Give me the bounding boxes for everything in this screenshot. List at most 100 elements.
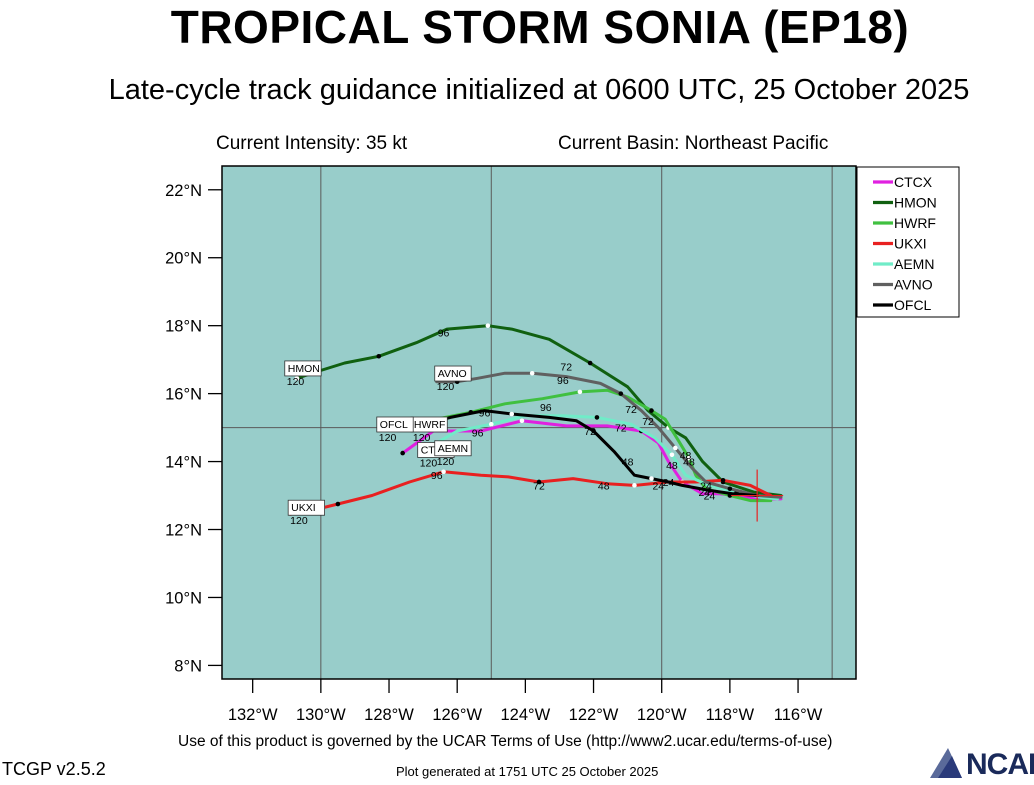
forecast-hour-label: 24 (652, 480, 664, 492)
track-aemn (421, 414, 780, 501)
ncar-logo-icon (930, 748, 962, 778)
track-point-hwrf (649, 408, 654, 413)
track-end-hour-aemn: 120 (437, 456, 455, 468)
forecast-hour-label: 48 (598, 480, 610, 492)
y-tick-label: 20°N (165, 250, 202, 268)
track-point-aemn (488, 421, 494, 427)
track-end-name-ukxi: UKXI (291, 502, 316, 514)
track-ofcl (408, 409, 759, 497)
y-tick-label: 8°N (174, 657, 202, 675)
plot-frame (221, 165, 857, 680)
forecast-hour-label: 96 (472, 428, 484, 440)
page-title: TROPICAL STORM SONIA (EP18) (170, 1, 910, 53)
track-end-name-hmon: HMON (288, 363, 320, 375)
generated-time: Plot generated at 1751 UTC 25 October 20… (396, 764, 659, 779)
track-point-avno (618, 391, 624, 396)
legend-label-hmon: HMON (894, 195, 937, 211)
track-end-name-ofcl: OFCL (380, 419, 408, 431)
track-point-ukxi (335, 501, 341, 507)
track-end-box-aemn (434, 440, 472, 457)
ncar-logo-text: NCAR (966, 748, 1034, 781)
track-point-ctcx (400, 450, 405, 456)
forecast-hour-label: 48 (683, 457, 695, 469)
current-intensity: Current Intensity: 35 kt (216, 133, 408, 154)
x-tick-label: 122°W (569, 706, 619, 724)
forecast-hour-label: 72 (533, 480, 545, 492)
forecast-hour-label: 96 (540, 402, 552, 414)
track-end-hour-hmon: 120 (287, 376, 305, 388)
y-tick-label: 18°N (165, 318, 202, 336)
x-tick-label: 120°W (637, 706, 687, 724)
track-end-box-ofcl (376, 416, 414, 433)
forecast-hour-label: 24 (698, 487, 710, 499)
forecast-hour-label: 24 (663, 477, 675, 489)
forecast-hour-label: 96 (438, 327, 450, 339)
forecast-hour-label: 96 (557, 375, 569, 387)
track-point-ukxi (536, 479, 542, 485)
track-end-hour-ukxi: 120 (290, 515, 308, 527)
track-hmon (295, 324, 783, 497)
x-tick-label: 116°W (774, 706, 823, 724)
forecast-hour-label: 48 (666, 460, 678, 472)
track-end-box-avno (434, 365, 472, 382)
track-point-ukxi (632, 483, 637, 488)
track-point-aemn (594, 415, 600, 420)
track-point-hmon (376, 353, 382, 359)
track-point-avno (727, 486, 733, 492)
y-tick-label: 10°N (165, 589, 202, 607)
track-point-hmon (485, 323, 491, 328)
forecast-hour-label: 48 (622, 457, 634, 469)
y-tick-label: 14°N (165, 454, 202, 472)
x-tick-label: 124°W (501, 706, 551, 724)
track-point-ukxi (720, 477, 726, 483)
x-tick-label: 118°W (706, 706, 755, 724)
track-point-ofcl (649, 476, 654, 481)
track-end-hour-ofcl: 120 (379, 432, 397, 444)
track-end-box-ukxi (287, 499, 325, 516)
track-point-hmon (294, 376, 300, 381)
legend-label-ukxi: UKXI (894, 236, 927, 252)
legend-label-aemn: AEMN (894, 256, 934, 272)
track-end-box-hmon (284, 360, 322, 377)
page-subtitle: Late-cycle track guidance initialized at… (108, 74, 970, 106)
y-tick-label: 12°N (165, 522, 202, 540)
legend-label-hwrf: HWRF (894, 215, 936, 231)
forecast-hour-label: 24 (704, 491, 716, 503)
track-point-hwrf (686, 455, 692, 461)
track-end-name-avno: AVNO (438, 368, 467, 380)
forecast-hour-label: 72 (560, 361, 572, 373)
forecast-hour-label: 72 (625, 404, 637, 416)
track-point-ofcl (707, 488, 712, 493)
track-avno (435, 371, 783, 499)
forecast-hour-label: 72 (615, 423, 627, 435)
legend-label-avno: AVNO (894, 277, 933, 293)
track-end-hour-ctcx: 120 (420, 457, 438, 469)
forecast-hour-label: 72 (642, 416, 654, 428)
track-end-hour-hwrf: 120 (413, 432, 431, 444)
x-tick-label: 130°W (296, 706, 346, 724)
x-tick-label: 128°W (364, 706, 414, 724)
track-end-hour-avno: 120 (437, 381, 455, 393)
forecast-hour-label: 96 (479, 407, 491, 419)
version-label: TCGP v2.5.2 (2, 759, 106, 779)
ncar-logo: NCAR (926, 744, 1034, 781)
y-tick-label: 22°N (165, 182, 202, 200)
current-basin: Current Basin: Northeast Pacific (558, 133, 829, 154)
x-tick-label: 126°W (432, 706, 482, 724)
track-point-ukxi (441, 469, 446, 475)
legend-label-ofcl: OFCL (894, 297, 932, 313)
forecast-hour-label: 96 (431, 470, 443, 482)
track-point-hmon (587, 360, 593, 366)
track-point-avno (529, 370, 535, 376)
track-point-ctcx (519, 418, 525, 424)
forecast-hour-label: 48 (680, 450, 692, 462)
legend-label-ctcx: CTCX (894, 174, 933, 190)
track-point-ofcl (591, 428, 596, 434)
y-tick-label: 16°N (165, 386, 202, 404)
forecast-hour-label: 24 (700, 480, 712, 492)
track-point-aemn (669, 452, 675, 458)
track-point-ofcl (509, 411, 515, 417)
track-end-name-hwrf: HWRF (414, 419, 446, 431)
track-end-name-aemn: AEMN (438, 443, 468, 455)
